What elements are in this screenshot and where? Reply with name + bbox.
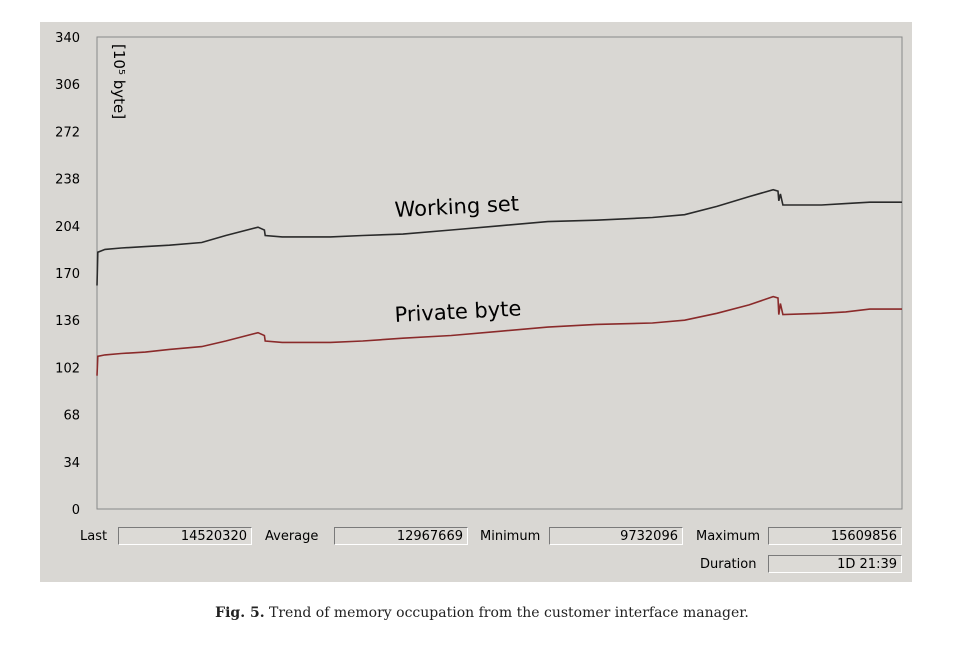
y-tick-label: 306 xyxy=(55,78,80,93)
minimum-label: Minimum xyxy=(480,529,541,544)
series-lines xyxy=(96,188,902,376)
caption-prefix: Fig. 5. xyxy=(215,605,265,621)
maximum-value-field: 15609856 xyxy=(768,527,902,545)
duration-label: Duration xyxy=(700,557,757,572)
y-tick-label: 340 xyxy=(55,31,80,46)
series-line-working-set xyxy=(96,188,902,286)
series-line-private-byte xyxy=(96,295,902,376)
caption-text: Trend of memory occupation from the cust… xyxy=(264,605,749,621)
average-label: Average xyxy=(265,529,319,544)
y-tick-label: 170 xyxy=(55,267,80,282)
figure-caption: Fig. 5. Trend of memory occupation from … xyxy=(0,605,964,621)
y-unit-label: [10⁵ byte] xyxy=(110,44,128,119)
y-tick-label: 68 xyxy=(63,409,80,424)
line-chart: 0 34 68 102 136 170 204 238 272 306 340 Working se… xyxy=(55,31,903,518)
y-tick-label: 34 xyxy=(63,456,80,471)
plot-area xyxy=(96,36,903,510)
y-tick-label: 204 xyxy=(55,220,80,235)
y-tick-label: 102 xyxy=(55,361,80,376)
y-axis-ticks: 0 34 68 102 136 170 204 238 272 306 340 xyxy=(55,31,80,518)
y-tick-label: 238 xyxy=(55,173,80,188)
maximum-label: Maximum xyxy=(696,529,761,544)
y-tick-label: 0 xyxy=(72,503,80,518)
last-label: Last xyxy=(80,529,108,544)
duration-value-field: 1D 21:39 xyxy=(768,555,902,573)
average-value-field: 12967669 xyxy=(334,527,468,545)
chart-panel: 0 34 68 102 136 170 204 238 272 306 340 Working se… xyxy=(40,22,912,582)
minimum-value-field: 9732096 xyxy=(549,527,683,545)
y-tick-label: 272 xyxy=(55,125,80,140)
last-value-field: 14520320 xyxy=(118,527,252,545)
y-tick-label: 136 xyxy=(55,314,80,329)
